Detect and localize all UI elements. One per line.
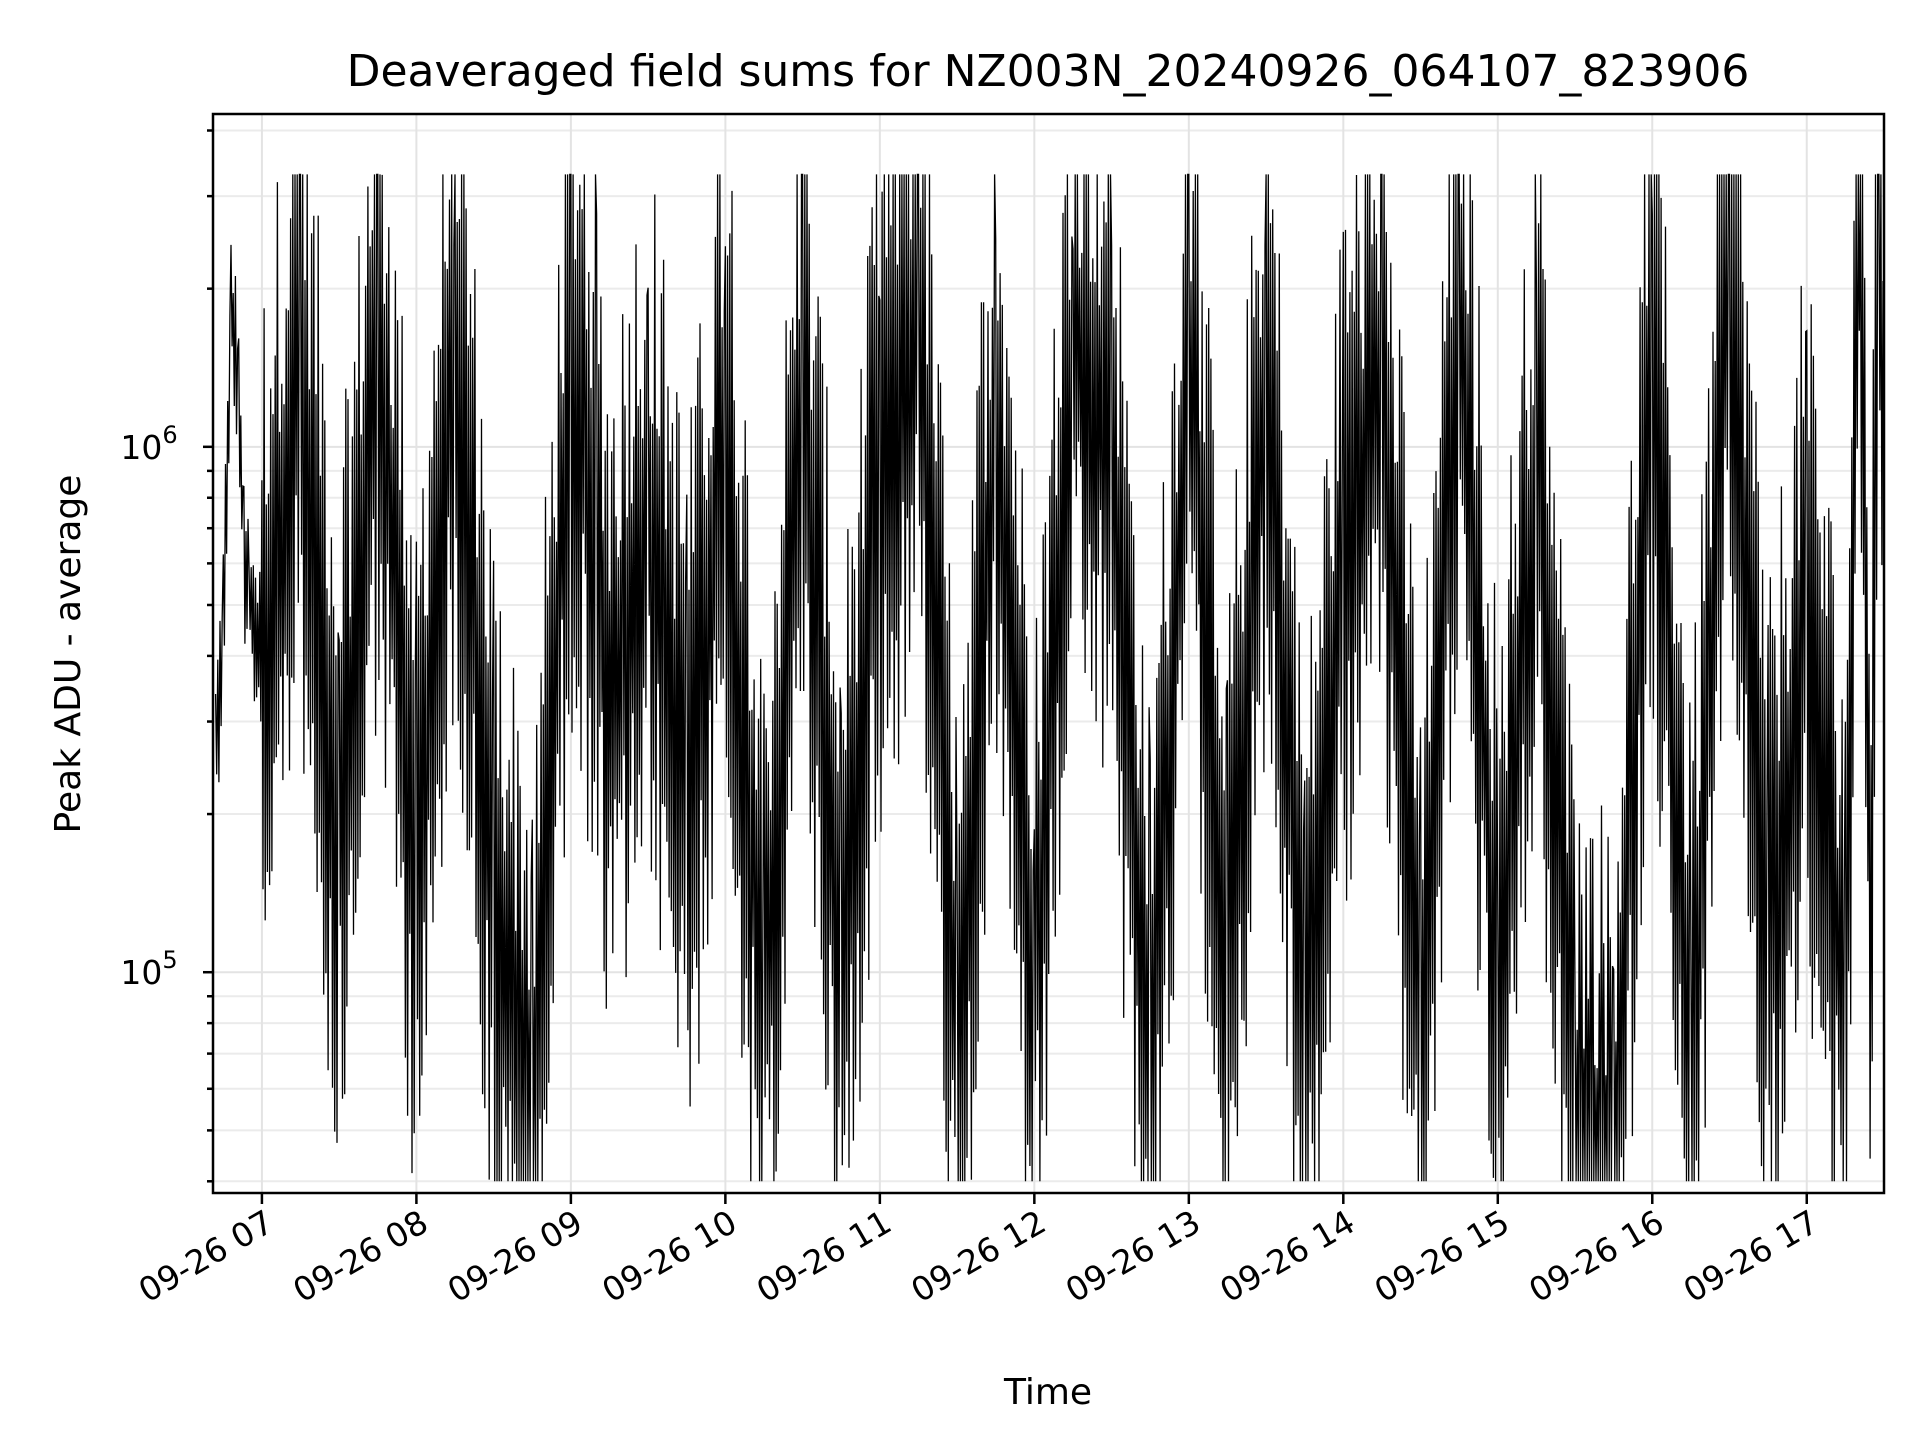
x-tick-label: 09-26 11 [750,1202,898,1310]
x-tick-label: 09-26 17 [1677,1202,1825,1310]
x-tick-label: 09-26 13 [1059,1202,1207,1310]
x-tick-label: 09-26 15 [1368,1202,1516,1310]
x-tick-label: 09-26 09 [441,1202,589,1310]
x-axis: 09-26 07 09-26 08 09-26 09 09-26 10 09-26 11… [132,1193,1825,1310]
y-axis: 105 106 [120,129,213,1183]
x-tick-label: 09-26 12 [904,1202,1052,1310]
x-tick-label: 09-26 10 [595,1202,743,1310]
chart-title: Deaveraged field sums for NZ003N_2024092… [347,46,1750,97]
x-tick-label: 09-26 16 [1522,1202,1670,1310]
y-tick-label: 105 [120,946,177,992]
data-series-line [214,173,1885,1182]
plot-frame [211,112,1886,1195]
x-tick-label: 09-26 08 [286,1202,434,1310]
x-tick-label: 09-26 07 [132,1202,280,1310]
y-axis-label: Peak ADU - average [48,475,89,834]
x-axis-label: Time [1003,1372,1092,1413]
x-tick-label: 09-26 14 [1213,1202,1361,1310]
y-tick-label: 106 [120,421,177,467]
